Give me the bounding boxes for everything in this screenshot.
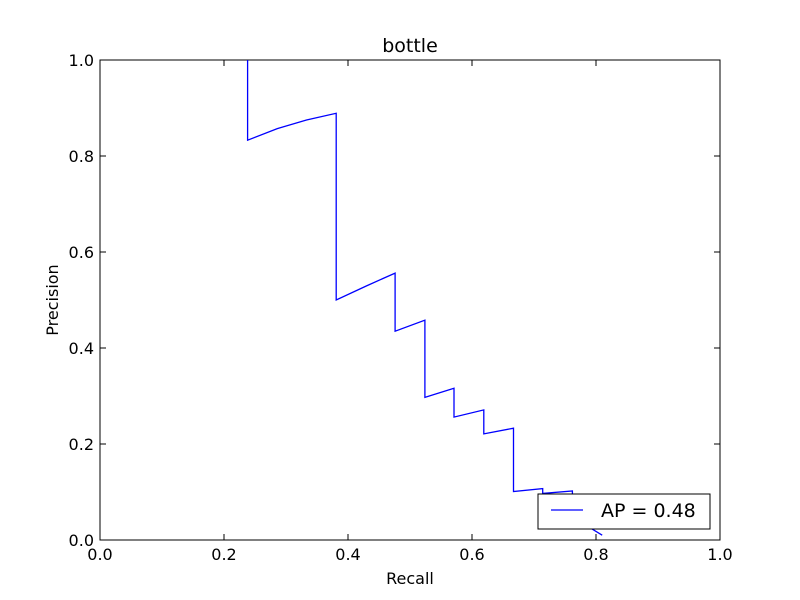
x-tick-label: 0.0 xyxy=(87,545,112,564)
legend-box xyxy=(537,493,711,530)
y-tick-label: 0.0 xyxy=(69,531,94,550)
legend-label: AP = 0.48 xyxy=(601,500,696,522)
y-tick-label: 0.2 xyxy=(69,435,94,454)
x-tick-label: 0.2 xyxy=(211,545,236,564)
plot-area xyxy=(99,59,721,541)
y-tick-label: 1.0 xyxy=(69,51,94,70)
legend: AP = 0.48 xyxy=(537,493,711,530)
x-tick-label: 0.8 xyxy=(583,545,608,564)
x-axis-ticks: 0.0 0.2 0.4 0.6 0.8 1.0 xyxy=(87,60,733,564)
chart-title: bottle xyxy=(382,35,438,57)
x-tick-label: 0.4 xyxy=(335,545,360,564)
y-tick-label: 0.8 xyxy=(69,147,94,166)
y-axis-ticks: 0.0 0.2 0.4 0.6 0.8 1.0 xyxy=(69,51,720,550)
y-tick-label: 0.4 xyxy=(69,339,94,358)
y-tick-label: 0.6 xyxy=(69,243,94,262)
plot-frame xyxy=(99,59,721,541)
x-tick-label: 0.6 xyxy=(459,545,484,564)
series-line xyxy=(246,60,603,536)
x-tick-label: 1.0 xyxy=(707,545,732,564)
x-axis-label: Recall xyxy=(386,569,434,588)
series-layer xyxy=(246,60,603,536)
y-axis-label: Precision xyxy=(43,264,62,335)
